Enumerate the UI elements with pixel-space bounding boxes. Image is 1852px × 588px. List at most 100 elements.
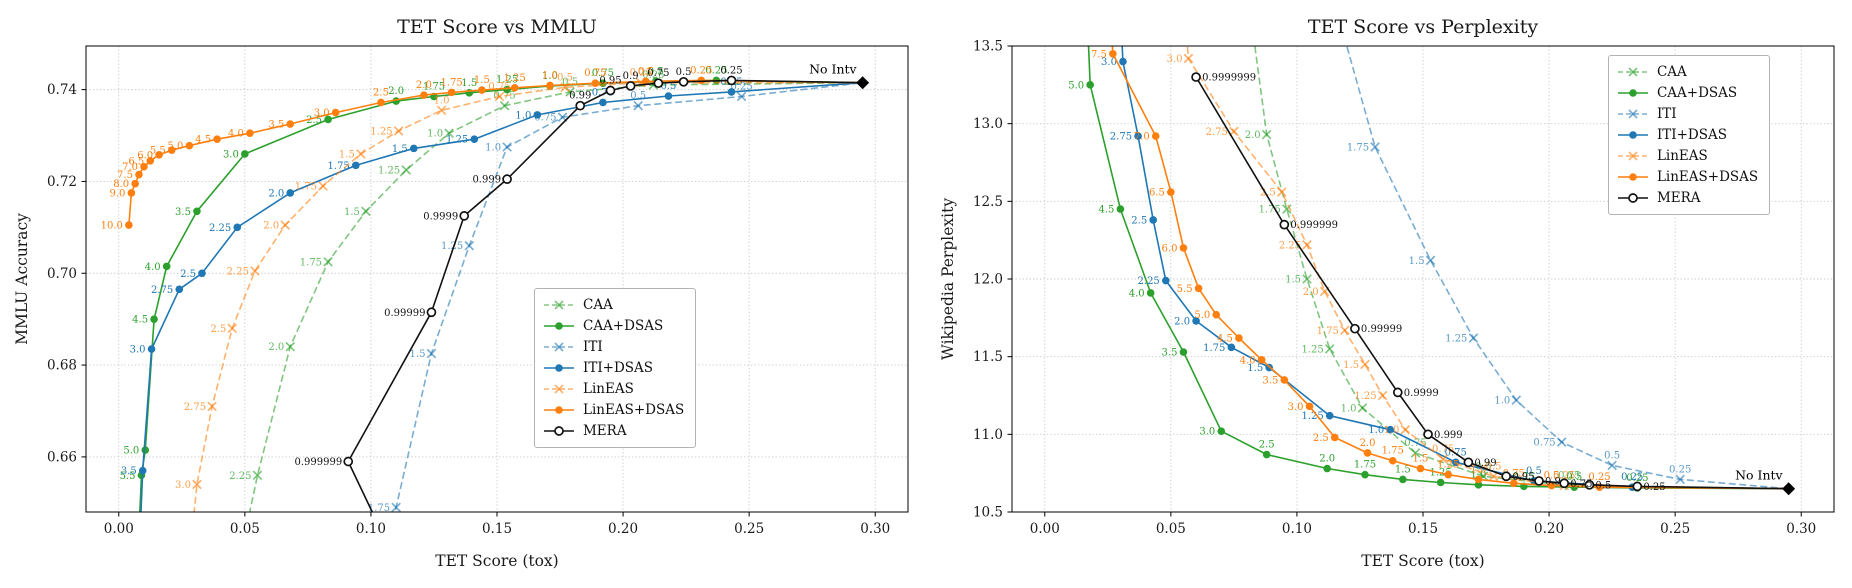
strength-annotation: 0.9999 [1404, 388, 1439, 399]
strength-annotation: 1.25 [1445, 334, 1467, 345]
strength-annotation: 3.0 [1101, 57, 1117, 68]
plot-canvas: 2.01.751.51.251.00.750.50.255.04.54.03.5… [973, 39, 1835, 538]
strength-annotation: 0.75 [592, 87, 614, 98]
strength-annotation: 7.5 [1091, 49, 1107, 60]
strength-annotation: 3.5 [121, 466, 137, 477]
no-intervention-marker [1782, 482, 1796, 496]
legend-line-sample [1617, 89, 1648, 98]
strength-annotation: 0.5 [661, 81, 677, 92]
strength-annotation: 5.0 [1068, 80, 1084, 91]
strength-annotation: 1.5 [339, 149, 355, 160]
strength-annotation: 1.75 [328, 161, 350, 172]
legend-item: ITI [1617, 104, 1758, 124]
strength-annotation: 0.25 [1588, 472, 1610, 483]
strength-annotation: 1.0 [1341, 403, 1357, 414]
strength-annotation: 1.0 [427, 129, 443, 140]
strength-annotation: 5.0 [1194, 310, 1210, 321]
legend-label: CAA [1656, 64, 1687, 81]
strength-annotation: 2.5 [306, 115, 322, 126]
strength-annotation: 1.0 [542, 70, 558, 81]
strength-annotation: 0.5 [630, 91, 646, 102]
strength-annotation: 6.5 [128, 156, 144, 167]
plot-canvas: 2.252.01.751.51.251.00.750.50.255.55.04.… [47, 45, 909, 537]
strength-annotation: 3.5 [175, 207, 191, 218]
series-group: 2.252.01.751.51.251.00.750.50.255.55.04.… [101, 65, 863, 514]
legend-item: CAA+DSAS [1617, 83, 1758, 103]
strength-annotation: 2.0 [263, 221, 279, 232]
strength-annotation: 4.5 [195, 135, 211, 146]
strength-annotation: 1.0 [1494, 396, 1510, 407]
legend-label: ITI+DSAS [582, 360, 654, 377]
svg-text:10.5: 10.5 [973, 505, 1003, 521]
strength-annotation: 6.0 [1162, 243, 1178, 254]
strength-annotation: 4.0 [145, 262, 161, 273]
strength-annotation: 1.75 [1354, 460, 1376, 471]
strength-annotation: 1.75 [440, 77, 462, 88]
svg-text:0.30: 0.30 [1786, 521, 1816, 537]
strength-annotation: 1.75 [300, 257, 322, 268]
strength-annotation: 3.0 [1199, 427, 1215, 438]
strength-annotation: 3.5 [268, 120, 284, 131]
legend-item: CAA+DSAS [543, 316, 684, 336]
strength-annotation: 1.0 [542, 71, 558, 82]
x-axis-label: TET Score (tox) [435, 552, 559, 570]
legend-line-sample [1617, 131, 1648, 140]
legend-item: LinEAS [543, 379, 684, 399]
svg-text:0.10: 0.10 [356, 521, 386, 537]
strength-annotation: 1.75 [368, 503, 390, 514]
strength-annotation: 7.0 [122, 162, 138, 173]
strength-annotation: 2.5 [210, 324, 226, 335]
strength-annotation: 2.5 [1259, 440, 1275, 451]
svg-text:0.05: 0.05 [230, 521, 260, 537]
plot-area: 2.0 1.75 1.5 1.25 1.0 0.75 0.5 0.25 5.0 4.5 4.0 3.5… [926, 0, 1852, 584]
strength-annotation: 1.5 [392, 144, 408, 155]
strength-annotation: 0.95 [599, 76, 621, 87]
legend-label: CAA+DSAS [1656, 85, 1738, 102]
strength-annotation: 2.75 [1110, 132, 1132, 143]
svg-text:0.15: 0.15 [482, 521, 512, 537]
svg-text:12.0: 12.0 [973, 272, 1003, 288]
strength-annotation: 2.5 [373, 87, 389, 98]
strength-annotation: 0.25 [705, 65, 727, 76]
strength-annotation: 0.5 [1486, 461, 1502, 472]
strength-annotation: 2.5 [180, 269, 196, 280]
strength-annotation: 2.5 [1313, 433, 1329, 444]
strength-annotation: 0.25 [1626, 473, 1648, 484]
strength-annotation: 0.5 [648, 66, 664, 77]
strength-annotation: 10.0 [101, 221, 123, 232]
strength-annotation: 3.0 [1288, 402, 1304, 413]
strength-annotation: 0.25 [1558, 471, 1580, 482]
svg-text:11.0: 11.0 [973, 427, 1003, 443]
legend-label: LinEAS [582, 381, 634, 398]
strength-annotation: 1.25 [1354, 391, 1376, 402]
strength-annotation: 2.0 [268, 188, 284, 199]
legend-item: CAA [543, 295, 684, 315]
legend-line-sample [543, 426, 574, 437]
strength-annotation: 1.5 [1247, 363, 1263, 374]
strength-annotation: 0.9999999 [1202, 73, 1256, 84]
svg-text:13.5: 13.5 [973, 39, 1003, 55]
strength-annotation: 1.5 [474, 75, 490, 86]
strength-annotation: 2.75 [151, 285, 173, 296]
legend-line-sample [543, 364, 574, 373]
strength-annotation: 5.5 [120, 471, 136, 482]
strength-annotation: 0.75 [592, 68, 614, 79]
strength-annotation: 3.5 [1262, 375, 1278, 386]
svg-text:0.00: 0.00 [104, 521, 134, 537]
strength-annotation: 2.5 [1131, 215, 1147, 226]
strength-annotation: 0.999999 [1290, 220, 1338, 231]
svg-text:0.74: 0.74 [47, 82, 77, 98]
strength-annotation: 4.5 [1217, 334, 1233, 345]
strength-annotation: 1.25 [370, 126, 392, 137]
strength-annotation: 1.75 [423, 82, 445, 93]
ticks: 0.00 0.05 0.10 0.15 0.20 0.25 0.30 10.5 11.0 11.5… [973, 39, 1816, 538]
strength-annotation: 2.0 [1303, 287, 1319, 298]
strength-annotation: 4.5 [1099, 205, 1115, 216]
legend: CAA CAA+DSAS ITI ITI+DSAS LinEAS LinEAS+DSAS M… [1607, 55, 1771, 216]
strength-annotation: 0.5 [638, 66, 654, 77]
svg-text:0.05: 0.05 [1156, 521, 1186, 537]
strength-annotation: 0.5 [1604, 450, 1620, 461]
svg-text:0.66: 0.66 [47, 449, 77, 465]
svg-text:0.68: 0.68 [47, 358, 77, 374]
strength-annotation: 6.5 [1149, 188, 1165, 199]
